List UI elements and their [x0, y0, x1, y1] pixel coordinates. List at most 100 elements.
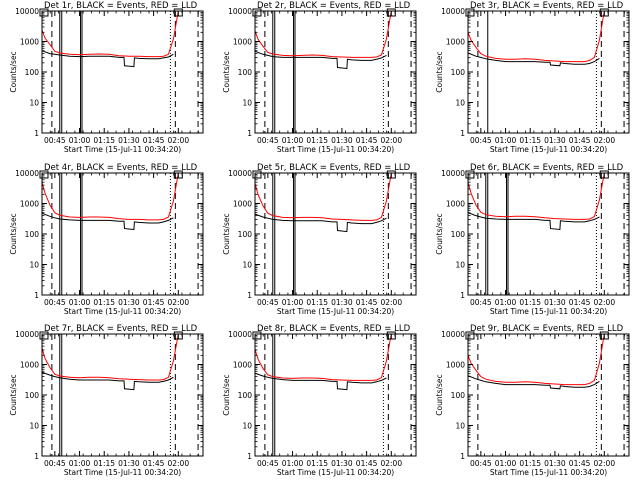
x-tick-label: 01:45 [569, 459, 591, 468]
y-axis-label: Counts/sec [435, 51, 444, 92]
chart-title: Det 1r, BLACK = Events, RED = LLD [44, 1, 198, 11]
series-line-lld [255, 173, 402, 221]
series-line-lld [255, 11, 402, 58]
chart-title: Det 3r, BLACK = Events, RED = LLD [470, 1, 624, 11]
y-tick-label: 10000 [228, 330, 252, 339]
series-group [42, 334, 189, 391]
x-tick-label: 01:30 [331, 459, 353, 468]
y-tick-label: 1 [34, 452, 39, 461]
y-tick-label: 10 [242, 261, 252, 270]
series-line-events [255, 372, 387, 391]
series-group [42, 173, 189, 231]
x-axis-label: Start Time (15-Jul-11 00:34:20) [490, 145, 607, 154]
x-axis-label: Start Time (15-Jul-11 00:34:20) [64, 307, 181, 316]
series-line-lld [468, 173, 615, 220]
x-axis-label: Start Time (15-Jul-11 00:34:20) [490, 468, 607, 477]
series-line-events [42, 50, 174, 68]
series-line-events [468, 52, 600, 67]
chart-panel-6: Det 6r, BLACK = Events, RED = LLD 1 10 100 1… [435, 163, 630, 316]
chart-panel-3: Det 3r, BLACK = Events, RED = LLD 1 10 100 1… [435, 1, 630, 154]
series-line-events [468, 375, 600, 390]
y-tick-label: 1 [247, 129, 252, 138]
x-tick-label: 01:30 [331, 298, 353, 307]
x-tick-label: 01:30 [118, 459, 140, 468]
y-tick-label: 1000 [20, 200, 39, 209]
chart-panel-5: Det 5r, BLACK = Events, RED = LLD 1 10 100 1… [222, 163, 417, 316]
chart-title: Det 6r, BLACK = Events, RED = LLD [470, 163, 624, 173]
y-axis-label: Counts/sec [435, 213, 444, 254]
y-tick-label: 10 [242, 99, 252, 108]
series-group [42, 11, 189, 68]
y-tick-label: 100 [238, 68, 253, 77]
x-tick-label: 02:00 [593, 459, 615, 468]
x-tick-label: 01:00 [282, 459, 304, 468]
series-group [468, 11, 615, 67]
y-tick-label: 1 [34, 129, 39, 138]
x-tick-label: 01:30 [331, 136, 353, 145]
x-tick-label: 01:45 [356, 136, 378, 145]
series-line-lld [42, 334, 189, 381]
y-tick-label: 1 [460, 291, 465, 300]
x-tick-label: 01:15 [306, 459, 328, 468]
plot-frame [41, 172, 204, 296]
y-tick-label: 10000 [15, 330, 39, 339]
x-tick-label: 00:45 [257, 459, 279, 468]
x-tick-label: 01:45 [569, 298, 591, 307]
series-line-events [42, 212, 174, 231]
series-group [468, 334, 615, 390]
x-tick-label: 01:00 [282, 136, 304, 145]
y-tick-label: 100 [451, 68, 466, 77]
x-tick-label: 01:15 [306, 298, 328, 307]
y-tick-label: 100 [25, 230, 40, 239]
y-tick-label: 10 [29, 99, 39, 108]
y-tick-label: 10 [455, 422, 465, 431]
x-tick-label: 00:45 [470, 459, 492, 468]
x-tick-label: 01:30 [544, 298, 566, 307]
y-tick-label: 1000 [446, 361, 465, 370]
y-tick-label: 100 [238, 230, 253, 239]
y-axis-label: Counts/sec [9, 213, 18, 254]
y-tick-label: 100 [451, 230, 466, 239]
chart-title: Det 5r, BLACK = Events, RED = LLD [257, 163, 411, 173]
x-tick-label: 01:15 [519, 459, 541, 468]
x-tick-label: 00:45 [257, 136, 279, 145]
y-tick-label: 100 [451, 391, 466, 400]
series-line-lld [255, 334, 402, 381]
x-tick-label: 01:15 [306, 136, 328, 145]
x-tick-label: 01:30 [544, 136, 566, 145]
x-tick-label: 01:00 [69, 136, 91, 145]
x-tick-label: 01:15 [519, 298, 541, 307]
y-axis-label: Counts/sec [9, 374, 18, 415]
plot-frame [41, 333, 204, 457]
x-tick-label: 01:15 [93, 298, 115, 307]
y-axis-label: Counts/sec [222, 213, 231, 254]
x-tick-label: 01:15 [93, 459, 115, 468]
chart-panel-8: Det 8r, BLACK = Events, RED = LLD 1 10 100 1… [222, 324, 417, 477]
y-tick-label: 1000 [20, 361, 39, 370]
x-tick-label: 00:45 [257, 298, 279, 307]
x-tick-label: 01:15 [519, 136, 541, 145]
plot-frame [41, 10, 204, 134]
plot-frame [254, 333, 417, 457]
y-tick-label: 1000 [446, 200, 465, 209]
y-tick-label: 1 [247, 291, 252, 300]
y-tick-label: 10000 [441, 7, 465, 16]
plot-frame [254, 172, 417, 296]
x-tick-label: 01:45 [143, 459, 165, 468]
x-tick-label: 02:00 [593, 136, 615, 145]
y-tick-label: 10 [455, 99, 465, 108]
x-tick-label: 01:45 [569, 136, 591, 145]
x-axis-label: Start Time (15-Jul-11 00:34:20) [277, 468, 394, 477]
chart-title: Det 7r, BLACK = Events, RED = LLD [44, 324, 198, 334]
y-tick-label: 1 [247, 452, 252, 461]
x-tick-label: 00:45 [44, 298, 66, 307]
x-tick-label: 00:45 [44, 459, 66, 468]
series-line-events [255, 213, 387, 233]
y-tick-label: 1 [34, 291, 39, 300]
chart-panel-9: Det 9r, BLACK = Events, RED = LLD 1 10 100 1… [435, 324, 630, 477]
x-tick-label: 01:00 [495, 136, 517, 145]
y-tick-label: 10000 [228, 7, 252, 16]
series-group [255, 173, 402, 233]
y-tick-label: 10000 [15, 7, 39, 16]
